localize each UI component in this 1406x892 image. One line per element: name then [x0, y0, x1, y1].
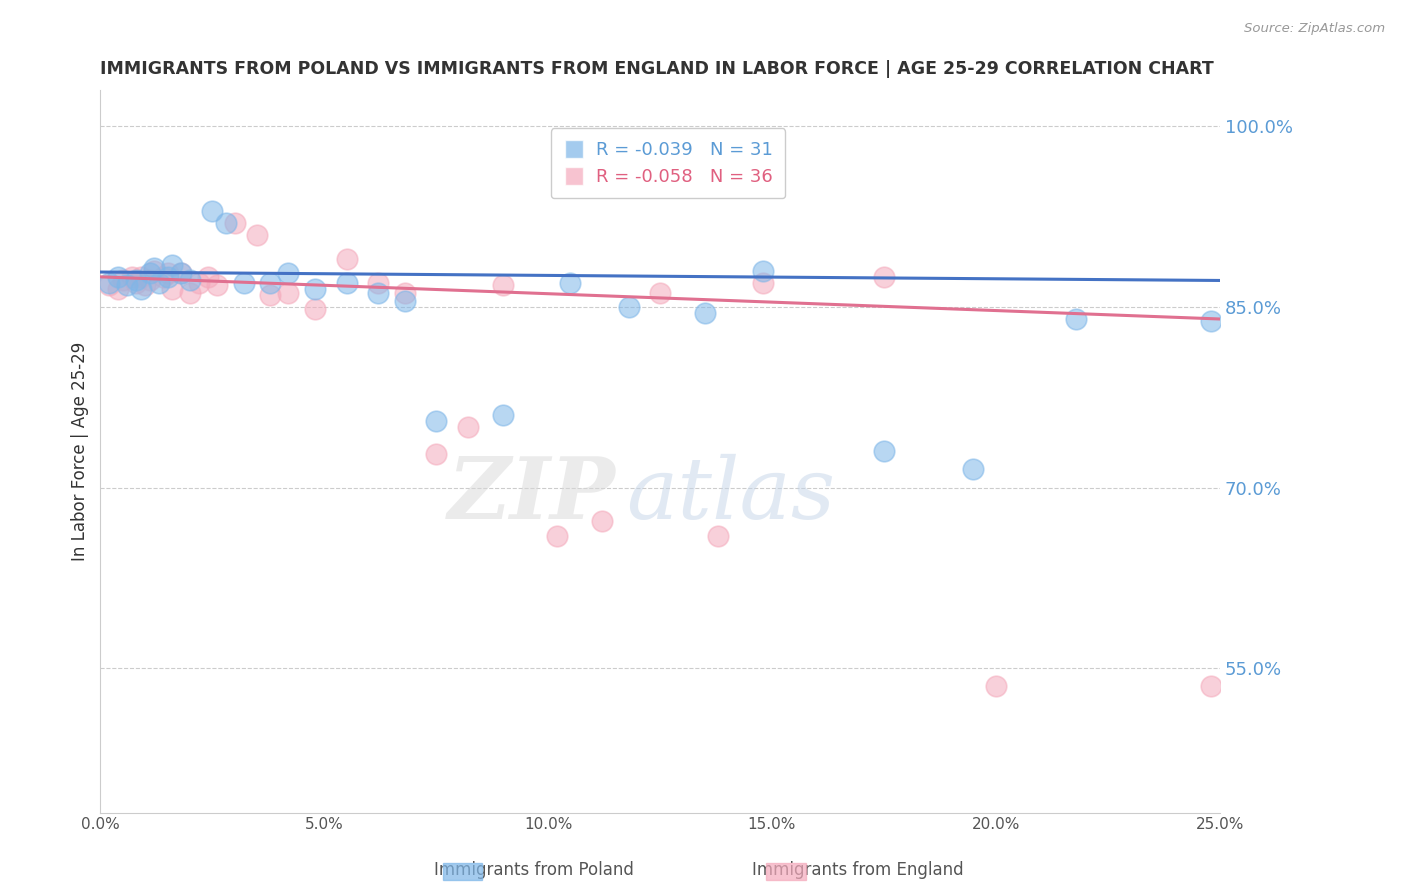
Point — [425, 414, 447, 428]
Point — [1199, 314, 1222, 328]
Point — [160, 258, 183, 272]
Point — [197, 269, 219, 284]
Text: ZIP: ZIP — [447, 453, 616, 536]
Point — [152, 269, 174, 284]
Point — [873, 269, 896, 284]
Point — [98, 278, 121, 293]
Point — [492, 409, 515, 423]
Point — [259, 276, 281, 290]
Point — [138, 266, 160, 280]
Point — [1066, 312, 1088, 326]
Point — [591, 514, 613, 528]
Point — [367, 276, 389, 290]
Point — [246, 227, 269, 242]
Point — [277, 285, 299, 300]
Point — [129, 269, 152, 284]
Point — [170, 266, 193, 280]
Point — [125, 273, 148, 287]
Point — [617, 300, 640, 314]
Point — [156, 269, 179, 284]
Point — [962, 462, 984, 476]
Legend: R = -0.039   N = 31, R = -0.058   N = 36: R = -0.039 N = 31, R = -0.058 N = 36 — [551, 128, 786, 199]
Point — [215, 216, 238, 230]
Point — [111, 273, 134, 287]
Point — [394, 285, 416, 300]
Point — [98, 276, 121, 290]
Point — [752, 264, 775, 278]
Point — [138, 273, 160, 287]
Point — [201, 203, 224, 218]
Point — [707, 529, 730, 543]
Point — [115, 278, 138, 293]
Point — [693, 306, 716, 320]
Point — [187, 276, 209, 290]
Point — [304, 302, 326, 317]
Point — [107, 282, 129, 296]
Point — [143, 261, 166, 276]
Point — [648, 285, 671, 300]
Point — [232, 276, 254, 290]
Point — [984, 679, 1007, 693]
Point — [560, 276, 582, 290]
Point — [546, 529, 568, 543]
Point — [224, 216, 246, 230]
Text: atlas: atlas — [627, 453, 835, 536]
Point — [367, 285, 389, 300]
Point — [1199, 679, 1222, 693]
Y-axis label: In Labor Force | Age 25-29: In Labor Force | Age 25-29 — [72, 342, 89, 561]
Point — [156, 266, 179, 280]
Point — [259, 288, 281, 302]
Point — [125, 276, 148, 290]
Point — [425, 447, 447, 461]
Point — [107, 269, 129, 284]
Point — [336, 276, 359, 290]
Point — [143, 264, 166, 278]
Point — [170, 266, 193, 280]
Point — [277, 266, 299, 280]
Point — [304, 282, 326, 296]
Point — [457, 420, 479, 434]
Point — [179, 285, 201, 300]
Point — [873, 444, 896, 458]
Point — [148, 276, 170, 290]
Point — [336, 252, 359, 266]
Point — [134, 278, 156, 293]
Point — [160, 282, 183, 296]
Point — [121, 269, 143, 284]
Text: Immigrants from Poland: Immigrants from Poland — [434, 861, 634, 879]
Text: Source: ZipAtlas.com: Source: ZipAtlas.com — [1244, 22, 1385, 36]
Point — [752, 276, 775, 290]
Point — [205, 278, 228, 293]
Text: IMMIGRANTS FROM POLAND VS IMMIGRANTS FROM ENGLAND IN LABOR FORCE | AGE 25-29 COR: IMMIGRANTS FROM POLAND VS IMMIGRANTS FRO… — [100, 60, 1215, 78]
Point — [394, 293, 416, 308]
Text: Immigrants from England: Immigrants from England — [752, 861, 963, 879]
Point — [129, 282, 152, 296]
Point — [492, 278, 515, 293]
Point — [179, 273, 201, 287]
